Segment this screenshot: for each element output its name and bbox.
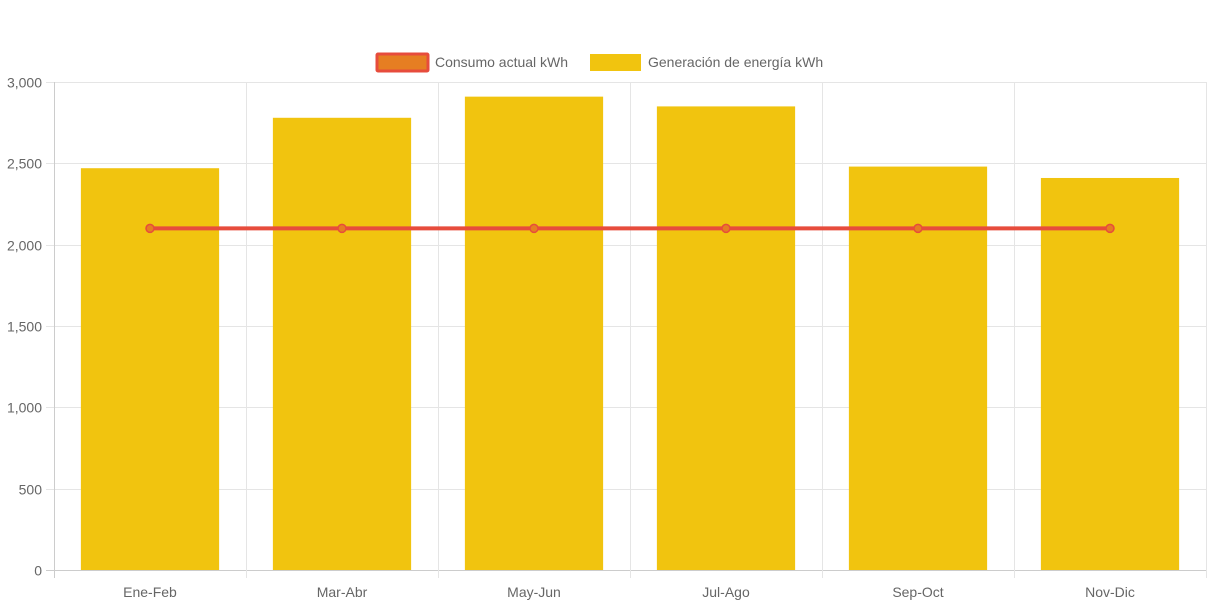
legend-swatch-consumo xyxy=(375,52,430,73)
y-tick-label: 1,500 xyxy=(7,319,42,335)
y-tick-label: 1,000 xyxy=(7,400,42,416)
line-point[interactable] xyxy=(1105,223,1115,234)
y-tick-label: 3,000 xyxy=(7,75,42,91)
x-axis: Ene-Feb Mar-Abr May-Jun Jul-Ago Sep-Oct Nov-D… xyxy=(123,584,1135,600)
x-tick-label: Jul-Ago xyxy=(702,584,750,600)
y-tick-label: 2,000 xyxy=(7,238,42,254)
legend-label-consumo: Consumo actual kWh xyxy=(435,54,568,70)
line-series xyxy=(145,223,1115,234)
x-tick-label: Nov-Dic xyxy=(1085,584,1135,600)
line-point[interactable] xyxy=(721,223,731,234)
bar-nov-dic[interactable] xyxy=(1040,177,1180,570)
bar-mar-abr[interactable] xyxy=(272,117,412,570)
bar-ene-feb[interactable] xyxy=(80,168,220,571)
line-point[interactable] xyxy=(529,223,539,234)
grid-lines xyxy=(46,82,1207,578)
y-axis: 0 500 1,000 1,500 2,000 2,500 3,000 xyxy=(7,75,42,579)
y-tick-label: 2,500 xyxy=(7,156,42,172)
legend-item-consumo[interactable]: Consumo actual kWh xyxy=(375,52,568,73)
bar-jul-ago[interactable] xyxy=(656,106,796,571)
line-point[interactable] xyxy=(337,223,347,234)
legend-swatch-generacion xyxy=(590,54,641,71)
line-point[interactable] xyxy=(145,223,155,234)
legend-label-generacion: Generación de energía kWh xyxy=(648,54,823,70)
x-tick-label: May-Jun xyxy=(507,584,561,600)
bar-sep-oct[interactable] xyxy=(848,166,988,570)
legend: Consumo actual kWh Generación de energía… xyxy=(375,52,823,73)
bar-series xyxy=(80,96,1180,571)
x-tick-label: Sep-Oct xyxy=(892,584,943,600)
legend-item-generacion[interactable]: Generación de energía kWh xyxy=(590,54,823,71)
x-tick-label: Ene-Feb xyxy=(123,584,177,600)
bar-may-jun[interactable] xyxy=(464,96,604,570)
y-tick-label: 500 xyxy=(19,482,43,498)
line-point[interactable] xyxy=(913,223,923,234)
x-tick-label: Mar-Abr xyxy=(317,584,368,600)
y-tick-label: 0 xyxy=(34,563,42,579)
